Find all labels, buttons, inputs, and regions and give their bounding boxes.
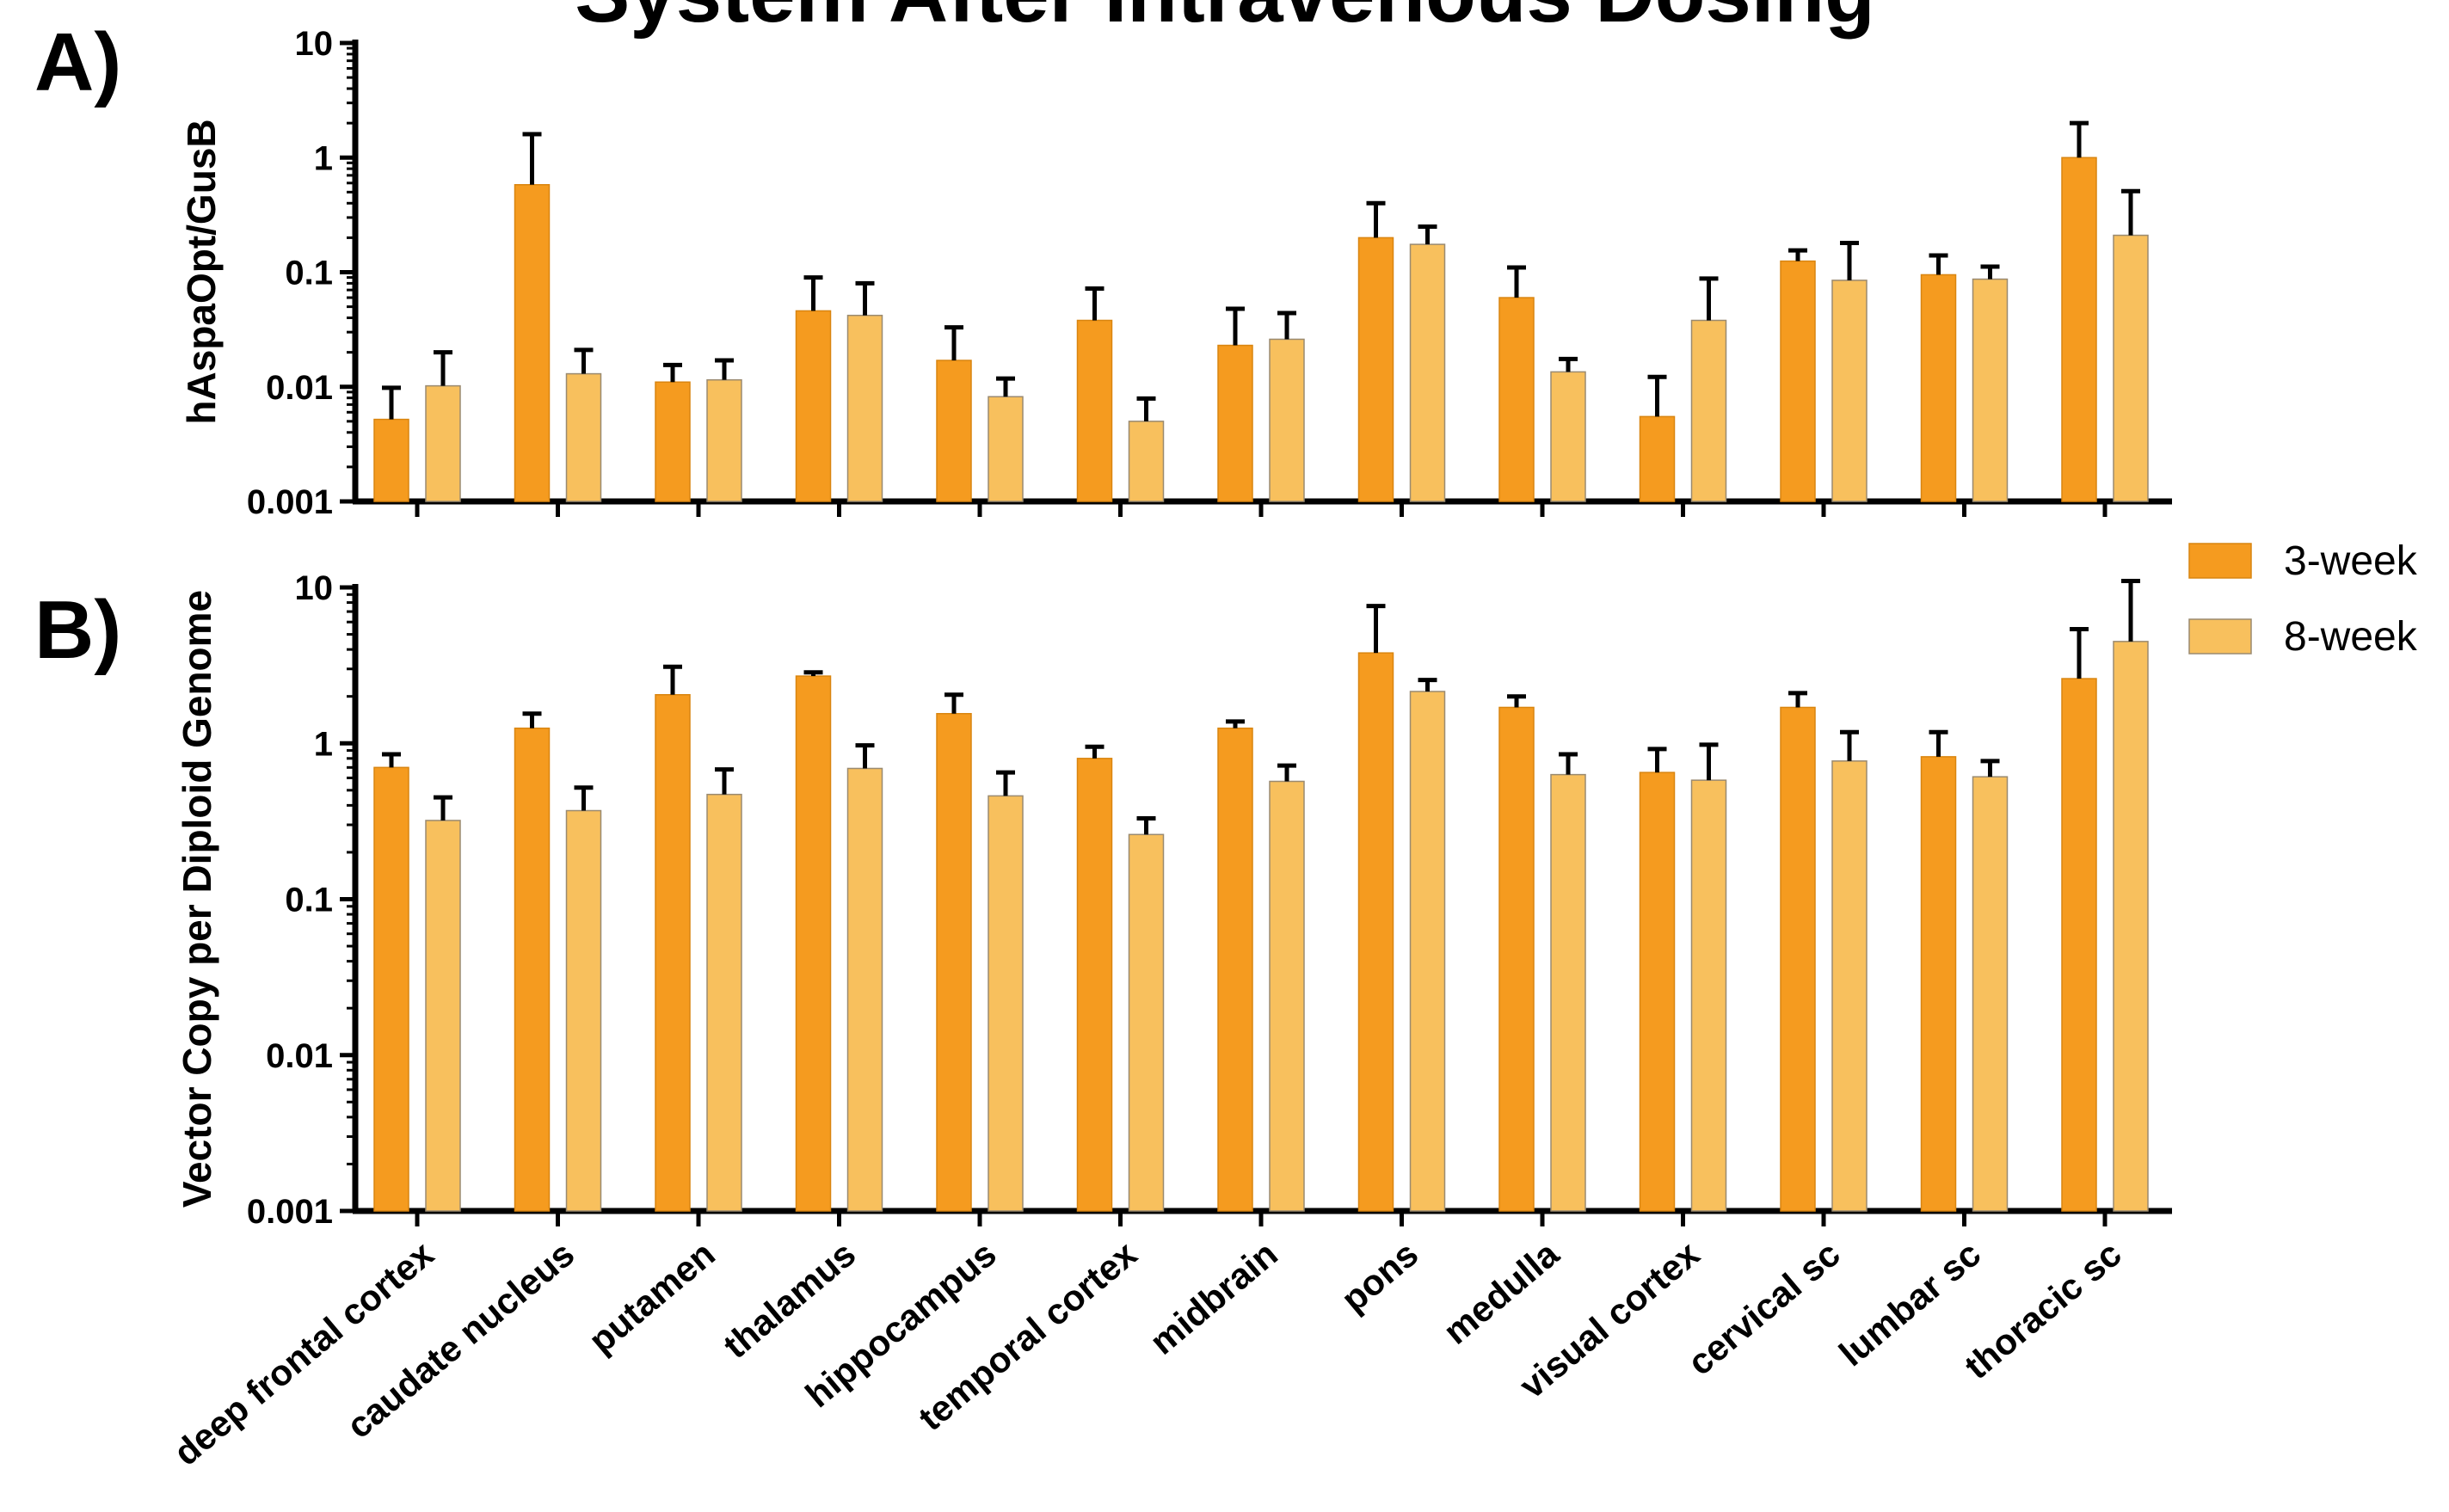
x-tick-label: medulla: [1436, 1232, 1566, 1351]
bar: [2061, 157, 2097, 502]
y-tick-label: 0.001: [247, 483, 333, 521]
y-tick-label: 0.001: [247, 1193, 333, 1231]
bar: [514, 727, 551, 1212]
bar: [936, 360, 972, 502]
y-tick-label: 0.1: [285, 255, 333, 292]
bar: [1780, 260, 1816, 502]
panel-label: B): [34, 584, 121, 676]
bar: [1269, 338, 1305, 502]
x-tick-label: midbrain: [1142, 1233, 1285, 1362]
bar: [1972, 278, 2009, 502]
bar: [1128, 421, 1165, 502]
bar: [795, 310, 832, 502]
x-tick-label: cervical sc: [1680, 1233, 1848, 1383]
bar: [655, 693, 691, 1212]
bar: [373, 418, 409, 502]
bar: [1409, 243, 1446, 502]
y-tick-label: 10: [295, 25, 334, 63]
y-tick-label: 0.01: [266, 369, 333, 407]
bar: [1076, 758, 1113, 1212]
x-tick-label: pons: [1333, 1233, 1425, 1319]
y-tick-label: 10: [295, 569, 334, 607]
legend-swatch: [2188, 618, 2252, 655]
bar: [1972, 776, 2009, 1212]
y-tick-label: 0.1: [285, 882, 333, 919]
x-tick-label: thalamus: [716, 1233, 863, 1367]
bar: [425, 384, 461, 502]
x-tick-label: thoracic sc: [1957, 1233, 2129, 1387]
bar: [1498, 706, 1535, 1212]
y-axis-label: hAspaOpt/GusB: [179, 119, 224, 424]
bar: [1269, 780, 1305, 1212]
bar: [846, 767, 883, 1212]
bar: [2113, 641, 2149, 1212]
bar: [1780, 706, 1816, 1212]
x-tick-label: caudate nucleus: [339, 1233, 581, 1447]
bar: [514, 184, 551, 502]
y-tick-label: 1: [314, 725, 333, 763]
bar: [1357, 237, 1394, 502]
legend-label: 3-week: [2284, 538, 2418, 584]
x-tick-label: deep frontal cortex: [166, 1232, 441, 1472]
bar: [565, 809, 602, 1212]
chart-title: System After Intravenous Dosing: [575, 0, 1874, 40]
bar: [1217, 727, 1253, 1212]
bar: [1217, 344, 1253, 502]
bar: [565, 372, 602, 502]
bar: [1639, 771, 1676, 1212]
bar: [846, 314, 883, 502]
bar: [936, 713, 972, 1212]
bar: [1831, 280, 1868, 502]
bar: [1831, 760, 1868, 1212]
bar: [1357, 652, 1394, 1212]
bar: [1690, 779, 1727, 1212]
bar: [1639, 415, 1676, 502]
bar: [1409, 691, 1446, 1212]
bar: [706, 793, 742, 1212]
y-tick-label: 0.01: [266, 1037, 333, 1075]
bar: [1550, 371, 1586, 502]
x-tick-label: putamen: [581, 1233, 723, 1361]
bar: [425, 820, 461, 1212]
bar: [655, 381, 691, 502]
bar: [1128, 833, 1165, 1212]
bar: [1690, 319, 1727, 502]
y-axis-label: Vector Copy per Diploid Genome: [175, 590, 219, 1208]
legend-label: 8-week: [2284, 614, 2418, 660]
bar: [1920, 274, 1957, 502]
bar: [706, 378, 742, 502]
y-tick-label: 1: [314, 139, 333, 177]
panel-label: A): [34, 16, 121, 108]
bar: [373, 766, 409, 1212]
bar: [1076, 319, 1113, 502]
bar: [2113, 234, 2149, 502]
bar: [1920, 756, 1957, 1212]
bar: [795, 675, 832, 1212]
bar: [988, 795, 1024, 1212]
bar: [1550, 773, 1586, 1212]
legend-swatch: [2188, 543, 2252, 579]
bar: [2061, 678, 2097, 1212]
bar: [1498, 297, 1535, 502]
bar: [988, 396, 1024, 502]
